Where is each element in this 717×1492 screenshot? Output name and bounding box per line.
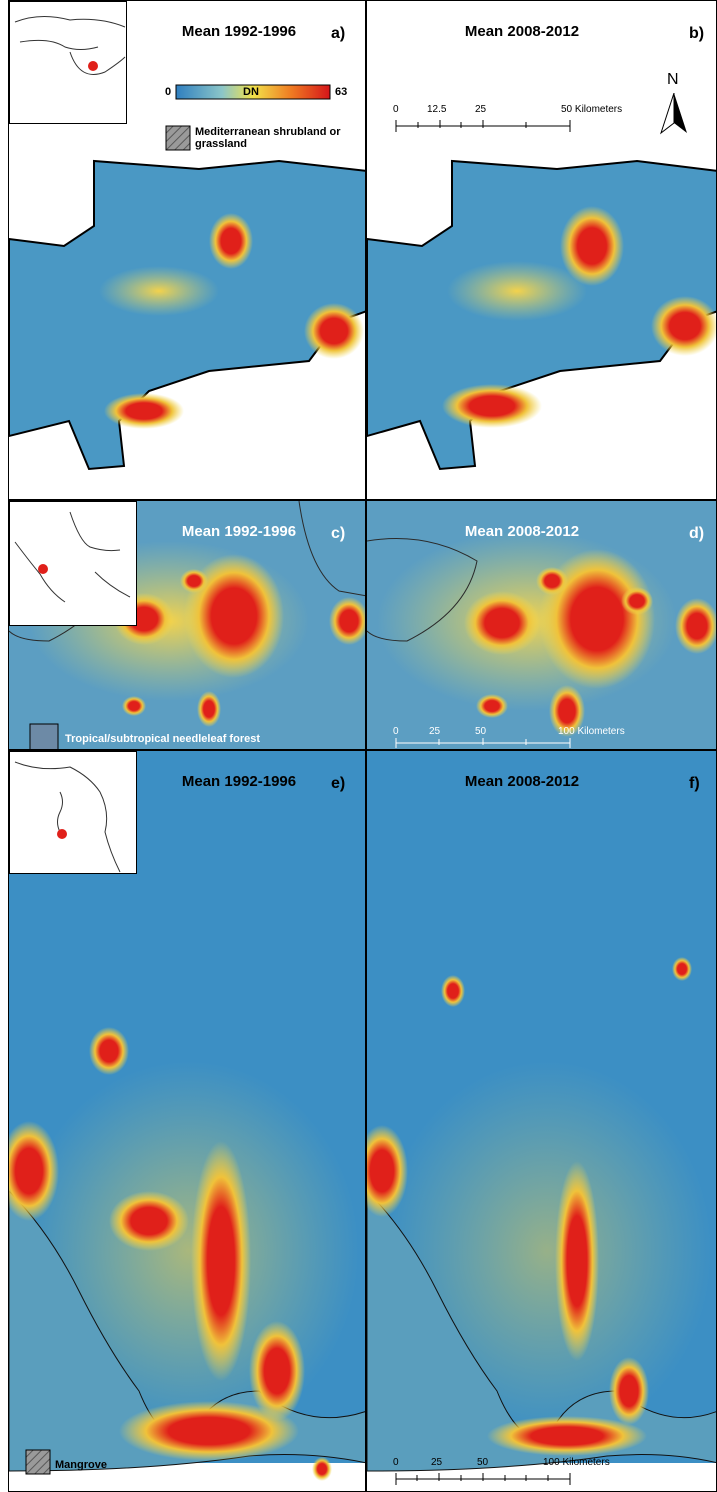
locator-inset-e — [9, 751, 137, 874]
north-arrow: N — [659, 71, 689, 141]
scalebar-b-line — [395, 120, 571, 132]
scalebar-b: 0 12.5 25 50 Kilometers — [393, 104, 653, 134]
needleleaf-legend-swatch — [29, 723, 59, 749]
shrubland-legend-swatch — [165, 125, 191, 151]
panel-d: Mean 2008-2012 d) 0 25 50 100 Kilometers — [366, 500, 717, 750]
scalebar-d-tick-3: 100 Kilometers — [558, 726, 625, 737]
panel-f-label: f) — [689, 775, 700, 792]
locator-map-e — [14, 761, 121, 873]
panel-f: Mean 2008-2012 f) 0 25 50 100 Kilometers — [366, 750, 717, 1492]
locator-map-a — [14, 16, 126, 75]
colorbar-unit: DN — [243, 86, 259, 98]
panel-c-title: Mean 1992-1996 — [181, 523, 297, 540]
locator-inset-c — [9, 501, 137, 626]
panel-b: Mean 2008-2012 b) N 0 12.5 25 50 Kilomet… — [366, 0, 717, 500]
scalebar-b-tick-3: 50 Kilometers — [561, 104, 623, 115]
colorbar-min: 0 — [165, 86, 172, 98]
scalebar-d-tick-0: 0 — [393, 726, 399, 737]
panel-c: Mean 1992-1996 c) Tropical/subtropical n… — [8, 500, 366, 750]
panel-b-title: Mean 2008-2012 — [464, 23, 580, 40]
scalebar-d-tick-1: 25 — [429, 726, 441, 737]
panel-d-title: Mean 2008-2012 — [464, 523, 580, 540]
panel-a: Mean 1992-1996 a) 0 DN 63 Mediterranean … — [8, 0, 366, 500]
map-d — [367, 501, 716, 749]
panel-a-title: Mean 1992-1996 — [181, 23, 297, 40]
panel-e-label: e) — [331, 775, 346, 792]
scalebar-b-tick-2: 25 — [475, 104, 487, 115]
locator-inset-a — [9, 1, 127, 124]
mangrove-legend-label: Mangrove — [55, 1459, 107, 1471]
colorbar-max: 63 — [335, 86, 348, 98]
panel-d-label: d) — [689, 525, 705, 542]
map-a — [9, 1, 365, 499]
mangrove-legend-swatch — [25, 1449, 51, 1475]
scalebar-f-tick-0: 0 — [393, 1457, 399, 1468]
shrubland-legend-label: Mediterranean shrubland or grassland — [195, 126, 341, 150]
panel-e: Mean 1992-1996 e) Mangrove — [8, 750, 366, 1492]
scalebar-b-tick-0: 0 — [393, 104, 399, 115]
map-b — [367, 1, 716, 499]
scalebar-f-line — [395, 1473, 571, 1485]
scalebar-f-tick-1: 25 — [431, 1457, 443, 1468]
colorbar: 0 DN 63 — [165, 83, 347, 101]
scalebar-f-tick-2: 50 — [477, 1457, 489, 1468]
scalebar-b-tick-1: 12.5 — [427, 104, 447, 115]
scalebar-d: 0 25 50 100 Kilometers — [393, 726, 653, 748]
map-c — [9, 501, 365, 749]
scalebar-f-tick-3: 100 Kilometers — [543, 1457, 610, 1468]
scalebar-f: 0 25 50 100 Kilometers — [393, 1457, 653, 1487]
needleleaf-legend-label: Tropical/subtropical needleleaf forest — [65, 733, 260, 745]
north-arrow-icon — [660, 93, 687, 135]
colorbar-gradient — [175, 84, 331, 100]
panel-f-title: Mean 2008-2012 — [464, 773, 580, 790]
panel-e-title: Mean 1992-1996 — [181, 773, 297, 790]
map-f — [367, 751, 716, 1491]
scalebar-d-line — [395, 738, 571, 748]
panel-c-label: c) — [331, 525, 346, 542]
panel-a-label: a) — [331, 25, 346, 42]
north-arrow-label: N — [667, 71, 679, 88]
panel-b-label: b) — [689, 25, 705, 42]
locator-map-c — [14, 511, 131, 603]
scalebar-d-tick-2: 50 — [475, 726, 487, 737]
